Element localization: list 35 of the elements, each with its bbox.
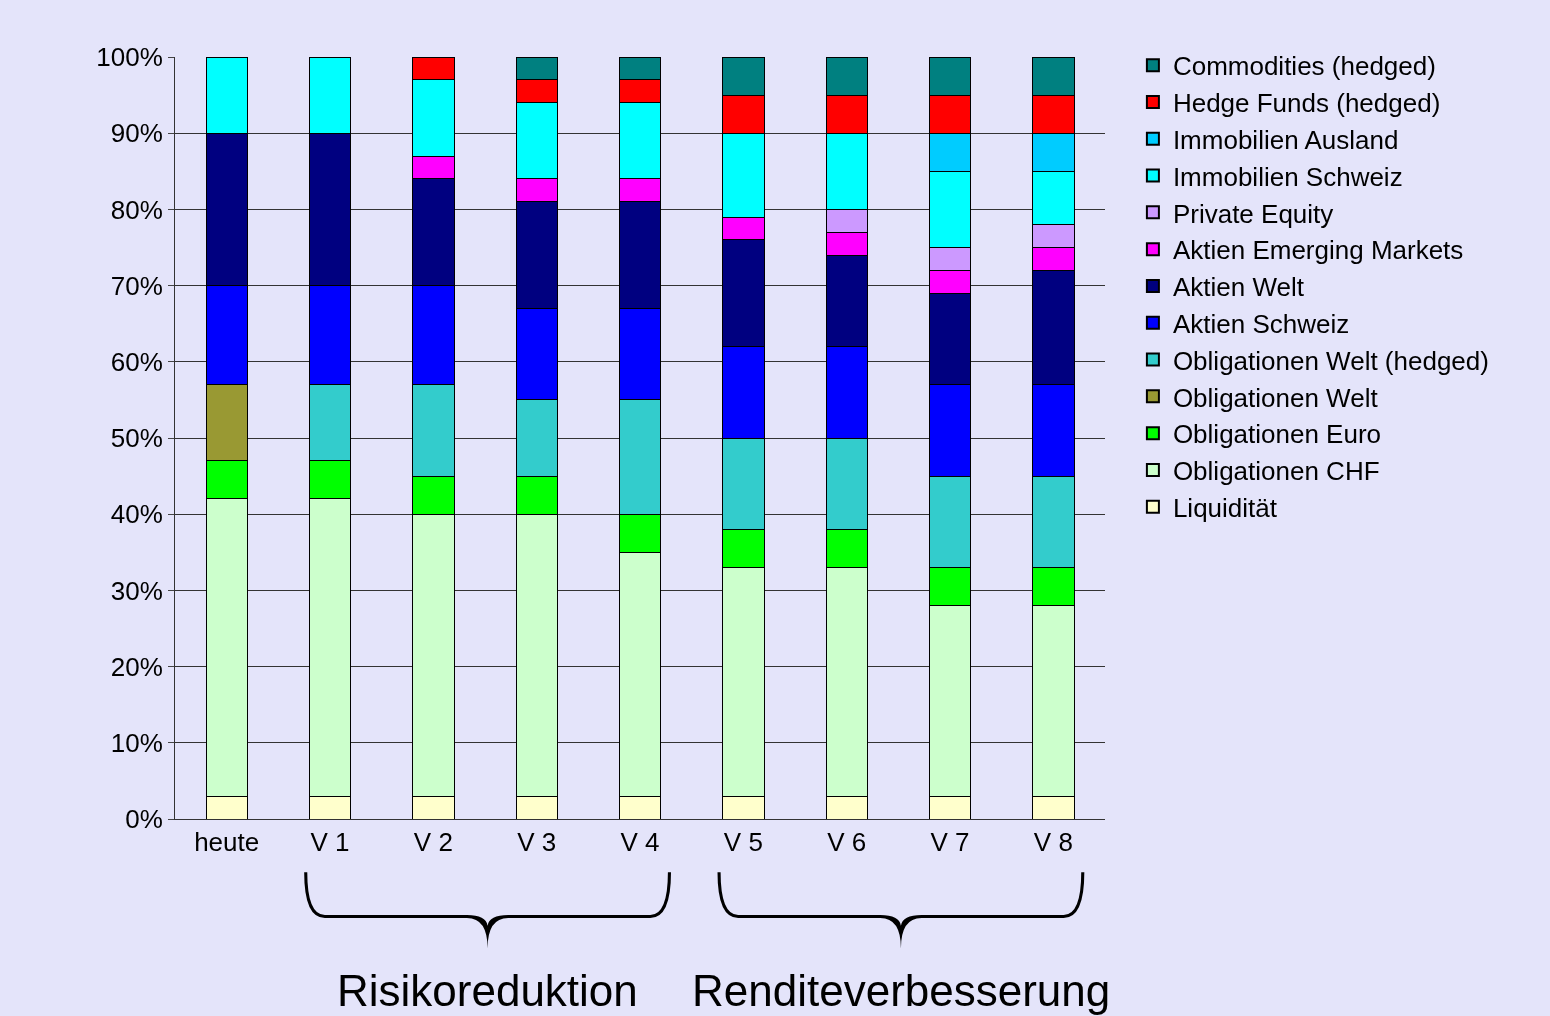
x-tick-label: V 3 xyxy=(517,827,557,858)
legend-label: Immobilien Ausland xyxy=(1172,124,1399,155)
y-tick-label: 80% xyxy=(110,194,163,225)
y-tick-label: 70% xyxy=(110,270,163,301)
y-tick-label: 50% xyxy=(110,423,163,454)
legend-label: Obligationen Euro xyxy=(1172,419,1382,450)
legend-label: Obligationen Welt (hedged) xyxy=(1172,345,1489,376)
x-tick-label: V 5 xyxy=(723,827,763,858)
legend-label: Aktien Schweiz xyxy=(1172,308,1350,339)
legend-label: Aktien Welt xyxy=(1172,272,1305,303)
x-tick-label: V 1 xyxy=(310,827,350,858)
text: Renditeverbesserung xyxy=(692,966,1111,1015)
legend-label: Hedge Funds (hedged) xyxy=(1172,88,1441,119)
y-tick-label: 60% xyxy=(110,346,163,377)
legend-label: Obligationen CHF xyxy=(1172,456,1380,487)
text: Risikoreduktion xyxy=(337,966,638,1015)
x-tick-label: V 2 xyxy=(413,827,453,858)
legend-label: Immobilien Schweiz xyxy=(1172,161,1403,192)
y-tick-label: 100% xyxy=(96,42,163,73)
x-tick-label: heute xyxy=(194,827,260,858)
y-tick-label: 90% xyxy=(110,118,163,149)
legend-label: Commodities (hedged) xyxy=(1172,51,1436,82)
legend-label: Liquidität xyxy=(1172,492,1278,523)
y-tick-label: 10% xyxy=(110,727,163,758)
y-tick-label: 40% xyxy=(110,499,163,530)
x-tick-label: V 7 xyxy=(930,827,970,858)
y-tick-label: 30% xyxy=(110,575,163,606)
y-tick-label: 0% xyxy=(125,804,163,835)
legend-label: Obligationen Welt xyxy=(1172,382,1379,413)
x-tick-label: V 4 xyxy=(620,827,660,858)
x-tick-label: V 8 xyxy=(1033,827,1073,858)
y-tick-label: 20% xyxy=(110,651,163,682)
x-tick-label: V 6 xyxy=(827,827,867,858)
legend-label: Private Equity xyxy=(1172,198,1334,229)
legend-label: Aktien Emerging Markets xyxy=(1172,235,1464,266)
